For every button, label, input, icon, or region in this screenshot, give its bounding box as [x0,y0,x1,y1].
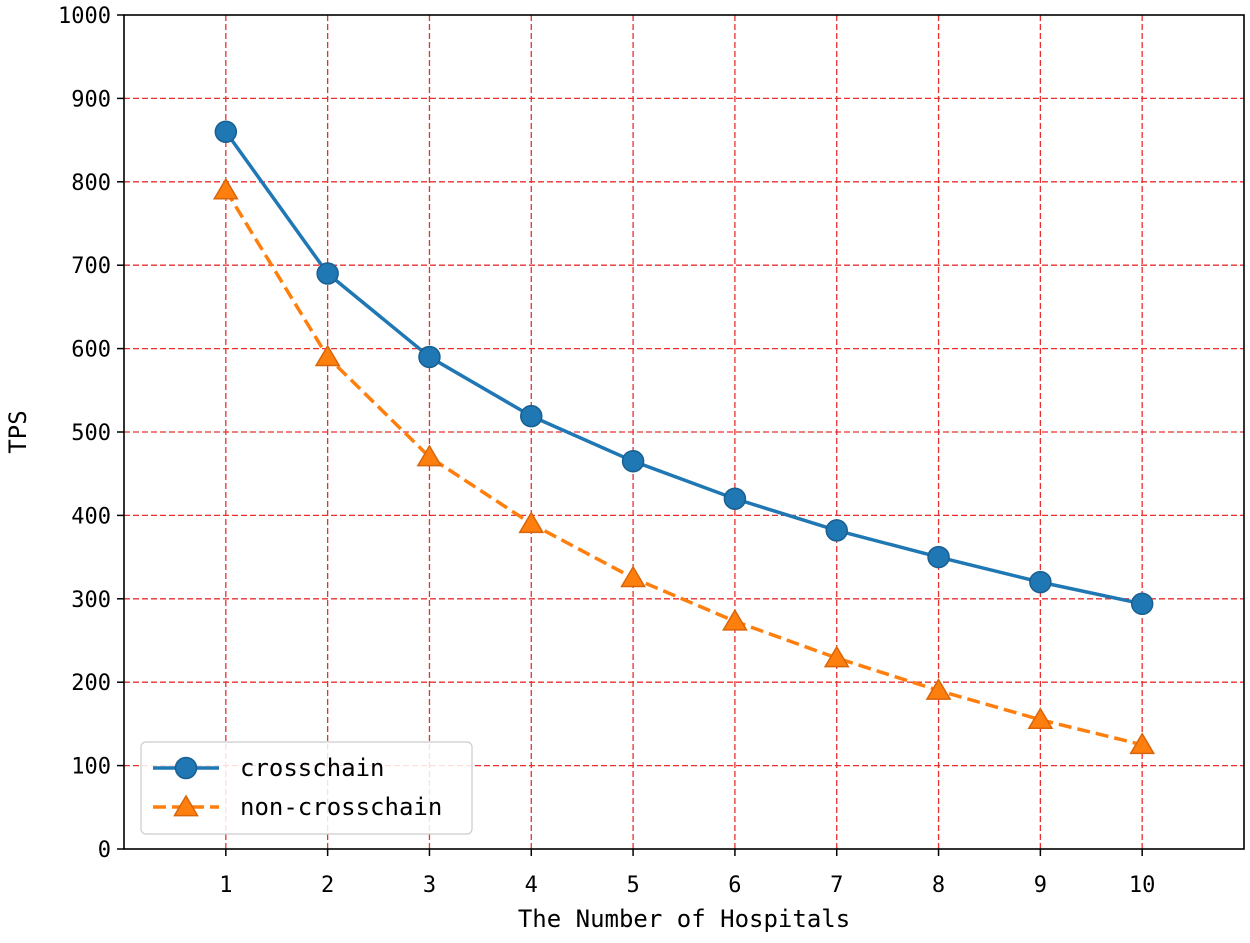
point-crosschain-8 [927,545,950,569]
point-non-crosschain-6 [722,608,748,631]
point-crosschain-4 [520,404,543,428]
point-crosschain-3 [418,345,441,369]
y-tick-label-200: 200 [71,671,111,696]
series-layer [212,120,1156,755]
point-non-crosschain-1 [212,177,239,200]
legend-box [140,741,473,835]
x-axis-title: The Number of Hospitals [518,905,850,933]
y-tick-label-400: 400 [71,504,111,529]
point-non-crosschain-9 [1027,707,1054,730]
x-tick-label-10: 10 [1129,873,1156,898]
point-crosschain-9 [1029,570,1052,594]
point-non-crosschain-5 [620,565,646,588]
y-axis-title: TPS [4,410,32,453]
axis-ticks: 0 100 200 300 400 500 600 700 800 900 1000 1 2 3 4 5 6 7 8… [58,4,1155,898]
series-line-crosschain [224,130,1143,606]
point-crosschain-5 [621,449,645,473]
point-crosschain-10 [1130,592,1154,616]
y-tick-label-1000: 1000 [58,4,111,29]
x-tick-label-4: 4 [525,873,538,898]
x-tick-label-5: 5 [626,873,639,898]
legend-label-non-crosschain: non-crosschain [240,793,442,821]
y-tick-label-300: 300 [71,588,111,613]
legend-marker-crosschain [174,756,198,780]
y-tick-label-600: 600 [71,338,111,363]
x-tick-label-2: 2 [321,873,334,898]
x-tick-label-1: 1 [219,873,232,898]
grid [124,15,1244,849]
x-tick-label-6: 6 [728,873,741,898]
point-non-crosschain-3 [416,444,443,467]
point-non-crosschain-10 [1129,732,1156,755]
point-non-crosschain-7 [823,645,850,668]
legend-marker-non-crosschain [173,794,199,817]
x-tick-label-7: 7 [830,873,843,898]
x-tick-label-9: 9 [1034,873,1047,898]
point-crosschain-2 [316,262,339,285]
point-non-crosschain-2 [314,344,341,367]
legend-label-crosschain: crosschain [240,754,385,782]
point-non-crosschain-8 [925,678,952,700]
point-non-crosschain-4 [518,511,545,534]
y-tick-label-0: 0 [98,838,111,863]
y-tick-label-100: 100 [71,755,111,780]
series-line-non-crosschain [224,189,1143,747]
y-tick-label-700: 700 [71,254,111,279]
legend: crosschain non-crosschain [140,741,473,835]
x-tick-label-3: 3 [423,873,436,898]
point-crosschain-1 [214,120,238,144]
x-tick-label-8: 8 [932,873,945,898]
point-crosschain-6 [723,487,747,510]
point-crosschain-7 [825,519,848,542]
y-tick-label-500: 500 [71,421,111,446]
y-tick-label-900: 900 [71,87,111,112]
y-tick-label-800: 800 [71,171,111,196]
